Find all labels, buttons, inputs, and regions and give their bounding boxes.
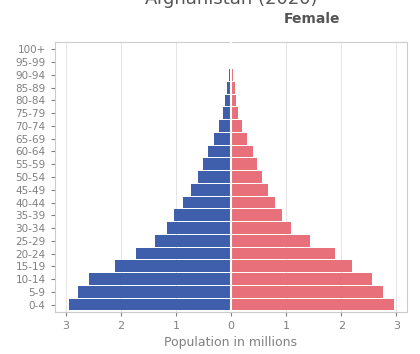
Bar bbox=[231, 171, 262, 183]
Bar bbox=[231, 196, 275, 209]
Bar bbox=[229, 69, 231, 81]
Bar bbox=[198, 171, 231, 183]
Bar bbox=[136, 248, 231, 259]
Bar bbox=[231, 184, 268, 196]
Bar bbox=[203, 158, 231, 170]
Bar bbox=[231, 273, 372, 285]
Bar bbox=[166, 222, 231, 234]
Bar bbox=[214, 133, 231, 145]
Bar bbox=[191, 184, 231, 196]
Bar bbox=[231, 261, 352, 272]
Bar bbox=[115, 261, 231, 272]
Bar bbox=[231, 235, 310, 247]
Bar bbox=[231, 158, 257, 170]
Bar bbox=[231, 133, 247, 145]
Bar bbox=[231, 95, 236, 106]
Bar bbox=[183, 196, 231, 209]
Bar bbox=[226, 95, 231, 106]
Bar bbox=[69, 299, 231, 310]
Bar bbox=[231, 120, 242, 132]
Bar bbox=[223, 107, 231, 119]
Bar bbox=[231, 222, 291, 234]
Bar bbox=[231, 248, 335, 259]
Bar bbox=[174, 209, 231, 221]
Bar bbox=[231, 209, 282, 221]
Bar bbox=[89, 273, 231, 285]
Bar bbox=[227, 82, 231, 93]
Bar bbox=[208, 145, 231, 158]
Bar bbox=[231, 107, 238, 119]
Text: Female: Female bbox=[284, 12, 340, 26]
Bar bbox=[231, 145, 253, 158]
Bar bbox=[230, 56, 231, 68]
X-axis label: Population in millions: Population in millions bbox=[165, 336, 297, 349]
Bar bbox=[231, 56, 232, 68]
Bar bbox=[219, 120, 231, 132]
Title: Afghanistan (2020): Afghanistan (2020) bbox=[145, 0, 317, 7]
Bar bbox=[78, 286, 231, 298]
Bar bbox=[231, 299, 394, 310]
Bar bbox=[155, 235, 231, 247]
Bar bbox=[231, 82, 235, 93]
Bar bbox=[231, 286, 383, 298]
Bar bbox=[231, 69, 233, 81]
